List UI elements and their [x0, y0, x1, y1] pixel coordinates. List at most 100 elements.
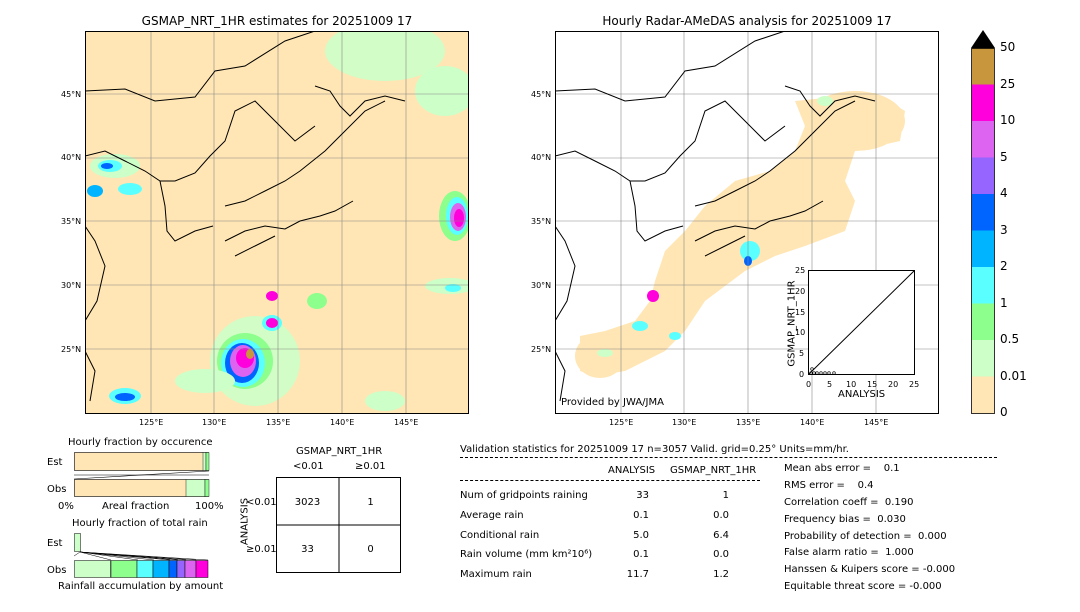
inset-xtick-10: 10 [846, 380, 857, 389]
stat-row-analysis: 5.0 [633, 530, 649, 541]
score-freq-bias: Frequency bias = 0.030 [784, 514, 906, 525]
col-gsmap: GSMAP_NRT_1HR [670, 465, 757, 476]
colorbar-extend-arrow [971, 30, 995, 48]
contingency-row-lt: <0.01 [246, 497, 277, 508]
left-lat-30: 30°N [61, 281, 82, 290]
left-lat-45: 45°N [61, 90, 82, 99]
stat-row-label: Num of gridpoints raining [460, 490, 588, 501]
left-lon-130: 130°E [202, 418, 227, 427]
inset-ytick-15: 15 [795, 308, 806, 317]
stat-row-label: Conditional rain [460, 530, 540, 541]
occurrence-title: Hourly fraction by occurence [68, 437, 213, 448]
occurrence-est-label: Est [47, 457, 63, 468]
colorbar-segment [972, 194, 994, 231]
validation-header: Validation statistics for 20251009 17 n=… [460, 444, 849, 455]
contingency-cell-miss: 33 [301, 544, 314, 555]
stat-row-label: Average rain [460, 510, 524, 521]
colorbar-label: 4 [1000, 186, 1008, 200]
colorbar-segment [972, 84, 994, 122]
colorbar-label: 25 [1000, 76, 1016, 91]
stat-row-analysis: 0.1 [633, 510, 649, 521]
stat-row-gsmap: 1.2 [713, 569, 729, 580]
contingency-col-lt: <0.01 [293, 461, 324, 472]
contingency-grid [276, 477, 401, 573]
contingency-cell-fa: 1 [367, 497, 374, 508]
total-rain-obs-label: Obs [47, 565, 67, 576]
stat-row-label: Rain volume (mm km²10⁶) [460, 549, 593, 560]
right-lat-25: 25°N [531, 345, 552, 354]
left-lat-40: 40°N [61, 153, 82, 162]
right-lon-145: 145°E [864, 418, 889, 427]
validation-header-rule [460, 457, 997, 458]
inset-diagonal [808, 270, 915, 375]
left-map-rain-areas [87, 31, 469, 411]
stat-row-analysis: 11.7 [626, 569, 649, 580]
score-pod: Probability of detection = 0.000 [784, 531, 947, 542]
colorbar-segment [972, 340, 994, 377]
right-lon-125: 125°E [609, 418, 634, 427]
colorbar-label: 0.01 [1000, 368, 1027, 383]
contingency-header: GSMAP_NRT_1HR [296, 446, 383, 457]
colorbar-segment [972, 48, 994, 85]
validation-col-rule [460, 480, 760, 481]
inset-ytick-0: 0 [799, 370, 805, 379]
occurrence-obs-label: Obs [47, 484, 67, 495]
occurrence-bars [74, 452, 210, 497]
score-ets: Equitable threat score = -0.000 [784, 581, 942, 592]
score-far: False alarm ratio = 1.000 [784, 547, 914, 558]
right-lon-140: 140°E [800, 418, 825, 427]
right-lat-30: 30°N [531, 281, 552, 290]
colorbar-label: 5 [1000, 149, 1008, 164]
colorbar-segment [972, 303, 994, 341]
colorbar-segment [972, 376, 994, 414]
stat-row-label: Maximum rain [460, 569, 532, 580]
inset-xlabel: ANALYSIS [838, 389, 886, 400]
score-mae: Mean abs error = 0.1 [784, 463, 900, 474]
colorbar-label: 1 [1000, 295, 1008, 310]
colorbar-label: 0.5 [1000, 332, 1020, 346]
colorbar-segment [972, 157, 994, 195]
left-map-coastline [85, 31, 406, 402]
right-lon-130: 130°E [672, 418, 697, 427]
contingency-cell-cn: 0 [367, 544, 374, 555]
contingency-col-ge: ≥0.01 [355, 461, 386, 472]
right-lat-45: 45°N [531, 90, 552, 99]
score-hk: Hanssen & Kuipers score = -0.000 [784, 564, 956, 575]
total-rain-footer: Rainfall accumulation by amount [58, 581, 224, 592]
inset-points [809, 367, 836, 375]
stat-row-gsmap: 0.0 [713, 549, 729, 560]
left-lon-125: 125°E [139, 418, 164, 427]
colorbar-label: 10 [1000, 113, 1016, 127]
contingency-cell-hit: 3023 [294, 497, 321, 508]
contingency-row-ge: ≥0.01 [246, 544, 277, 555]
inset-ytick-5: 5 [799, 349, 805, 358]
inset-xtick-20: 20 [888, 380, 899, 389]
right-lon-135: 135°E [736, 418, 761, 427]
left-lon-145: 145°E [394, 418, 419, 427]
left-map-title: GSMAP_NRT_1HR estimates for 20251009 17 [141, 14, 413, 28]
inset-ytick-10: 10 [795, 328, 806, 337]
colorbar-label: 3 [1000, 222, 1008, 237]
left-lon-140: 140°E [330, 418, 355, 427]
total-rain-title: Hourly fraction of total rain [72, 518, 208, 529]
left-lat-25: 25°N [61, 345, 82, 354]
inset-xtick-15: 15 [867, 380, 878, 389]
inset-ylabel: GSMAP_NRT_1HR [786, 280, 798, 367]
stat-row-analysis: 0.1 [633, 549, 649, 560]
score-corr: Correlation coeff = 0.190 [784, 497, 914, 508]
total-rain-bars [74, 533, 209, 578]
stat-row-gsmap: 0.0 [713, 510, 729, 521]
colorbar-label: 50 [1000, 40, 1016, 54]
right-map-coastline [555, 31, 876, 402]
col-analysis: ANALYSIS [608, 465, 656, 476]
colorbar-segment [972, 230, 994, 268]
right-map [555, 31, 939, 414]
occurrence-right-tick: 100% [195, 501, 224, 512]
right-map-rain-areas [597, 96, 833, 357]
score-rmse: RMS error = 0.4 [784, 480, 874, 491]
inset-xtick-0: 0 [806, 380, 812, 389]
left-lat-35: 35°N [61, 217, 82, 226]
left-map-grid [85, 31, 469, 414]
inset-xtick-5: 5 [827, 380, 833, 389]
occurrence-left-tick: 0% [58, 501, 74, 512]
